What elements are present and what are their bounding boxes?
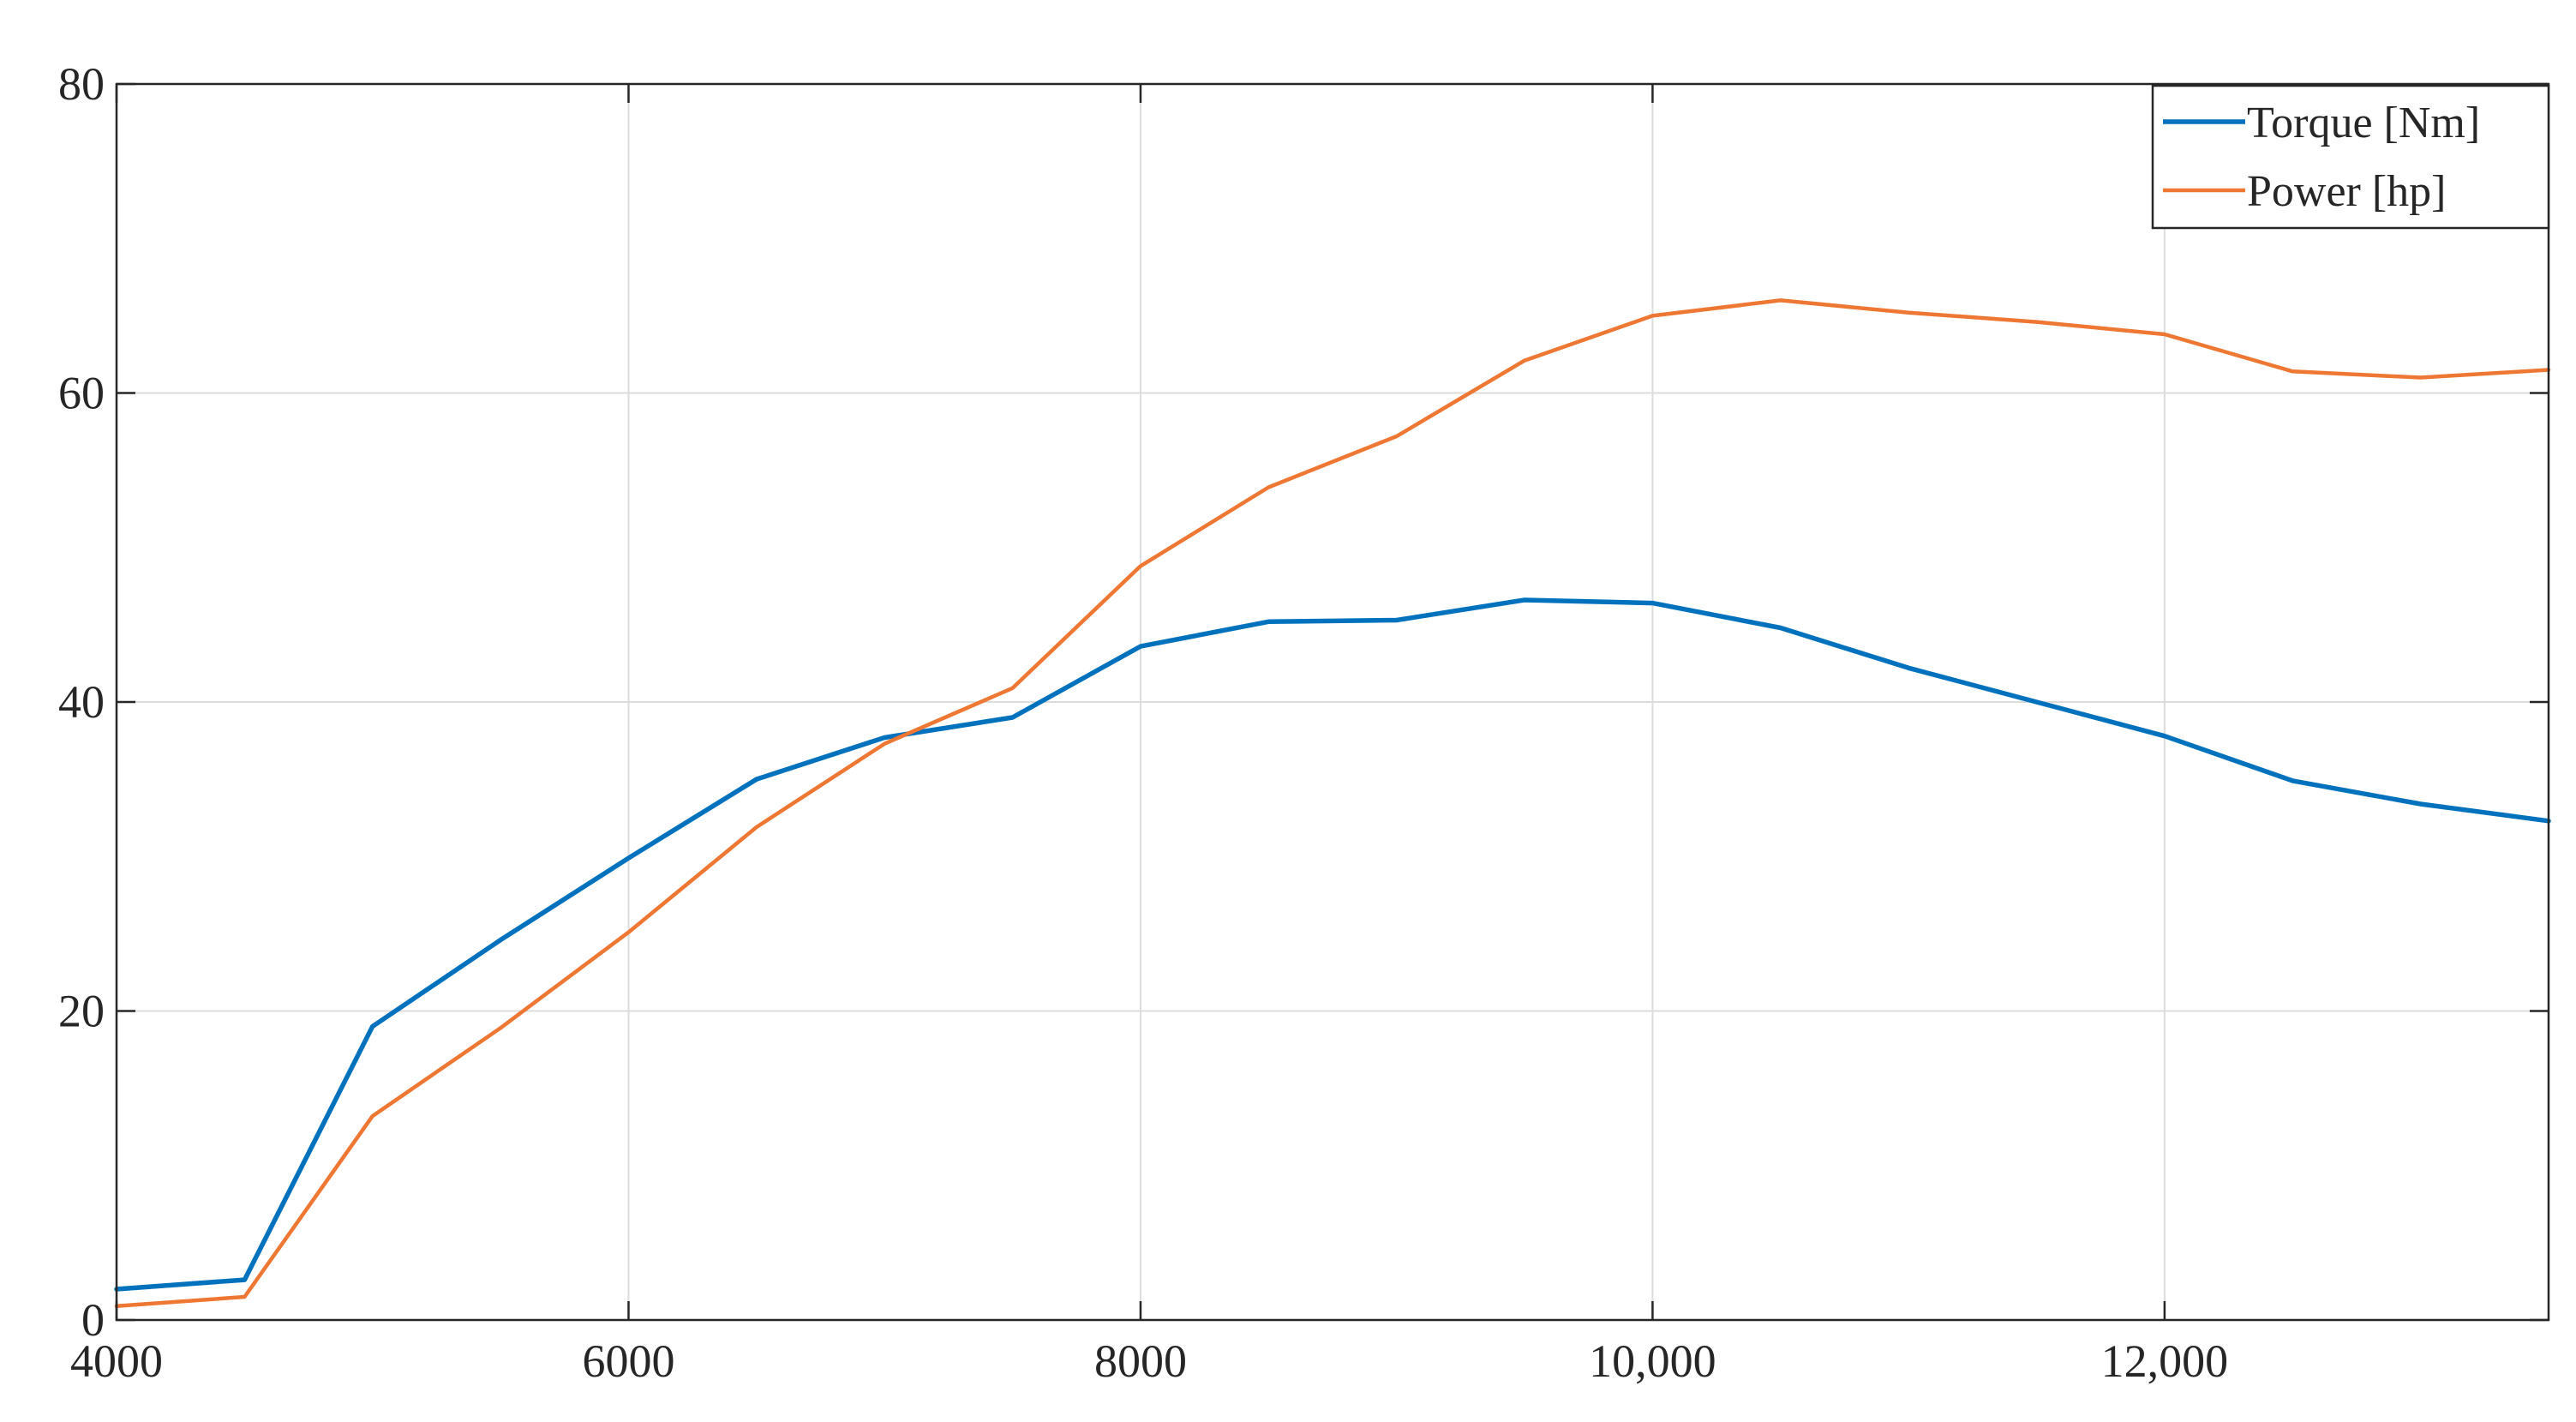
y-tick-label: 0	[81, 1294, 105, 1346]
x-tick-label: 10,000	[1589, 1335, 1716, 1387]
axis-ticks: 4000 6000 8000 10,000 12,000 0 20 40 60 80	[58, 58, 2549, 1387]
legend: Torque [Nm] Power [hp]	[2151, 84, 2550, 230]
x-tick-label: 4000	[70, 1335, 163, 1387]
series-line-torque	[114, 597, 2551, 1292]
y-tick-label: 80	[58, 58, 105, 110]
x-tick-label: 8000	[1094, 1335, 1187, 1387]
y-tick-label: 40	[58, 676, 105, 728]
series-line-power	[114, 298, 2551, 1309]
grid-lines	[116, 83, 2549, 1321]
x-tick-label: 12,000	[2101, 1335, 2229, 1387]
legend-label-power: Power [hp]	[2247, 167, 2447, 216]
x-tick-label: 6000	[582, 1335, 674, 1387]
legend-label-torque: Torque [Nm]	[2247, 99, 2480, 147]
y-tick-label: 20	[58, 986, 105, 1037]
series-lines	[114, 298, 2551, 1309]
legend-box	[2151, 84, 2550, 230]
y-tick-label: 60	[58, 368, 105, 419]
